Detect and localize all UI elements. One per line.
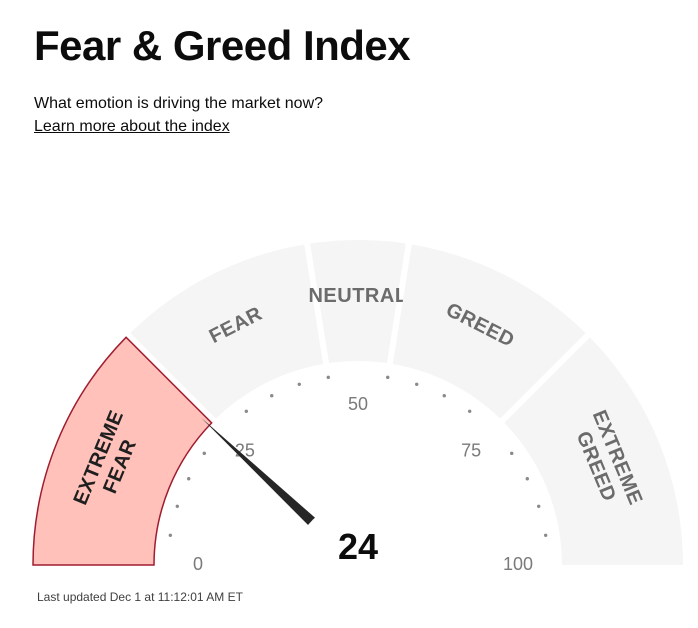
gauge-dot <box>187 477 191 481</box>
gauge-zone-neutral <box>310 240 406 364</box>
gauge-dot <box>467 409 472 413</box>
gauge-dot <box>202 451 206 456</box>
gauge-zone-label-neutral: NEUTRAL <box>308 285 407 307</box>
gauge-hub <box>294 501 422 628</box>
gauge-dot <box>442 394 446 398</box>
gauge-tick-label-100: 100 <box>503 554 533 574</box>
gauge-dot <box>175 504 179 508</box>
gauge-zone-greed <box>392 244 586 419</box>
gauge-dots <box>168 375 548 537</box>
gauge-tick-label-75: 75 <box>461 441 481 461</box>
gauge-needle <box>201 417 337 546</box>
last-updated-text: Last updated Dec 1 at 11:12:01 AM ET <box>37 590 243 604</box>
gauge-dot <box>510 451 514 456</box>
page-subtitle: What emotion is driving the market now? <box>34 95 324 112</box>
gauge-dot <box>168 533 173 537</box>
gauge-dot <box>270 394 274 398</box>
gauge-dot <box>386 375 390 380</box>
gauge-dot <box>543 533 548 537</box>
gauge-needle-group <box>201 417 337 546</box>
gauge-tick-label-50: 50 <box>348 394 368 414</box>
page-title: Fear & Greed Index <box>34 22 411 69</box>
gauge-dot <box>415 382 419 386</box>
gauge-zone-extreme-greed <box>504 337 683 565</box>
gauge-dot <box>244 409 249 413</box>
gauge-dot <box>525 477 529 481</box>
gauge-dot <box>297 382 301 386</box>
gauge-zone-fear <box>130 244 324 419</box>
gauge-zone-label-line: NEUTRAL <box>308 285 407 307</box>
gauge-dot <box>326 375 330 380</box>
gauge-zone-extreme-fear <box>32 336 213 566</box>
gauge-value: 24 <box>338 526 378 567</box>
learn-more-link[interactable]: Learn more about the index <box>34 118 230 135</box>
gauge-tick-label-0: 0 <box>193 554 203 574</box>
gauge-dot <box>537 504 541 508</box>
